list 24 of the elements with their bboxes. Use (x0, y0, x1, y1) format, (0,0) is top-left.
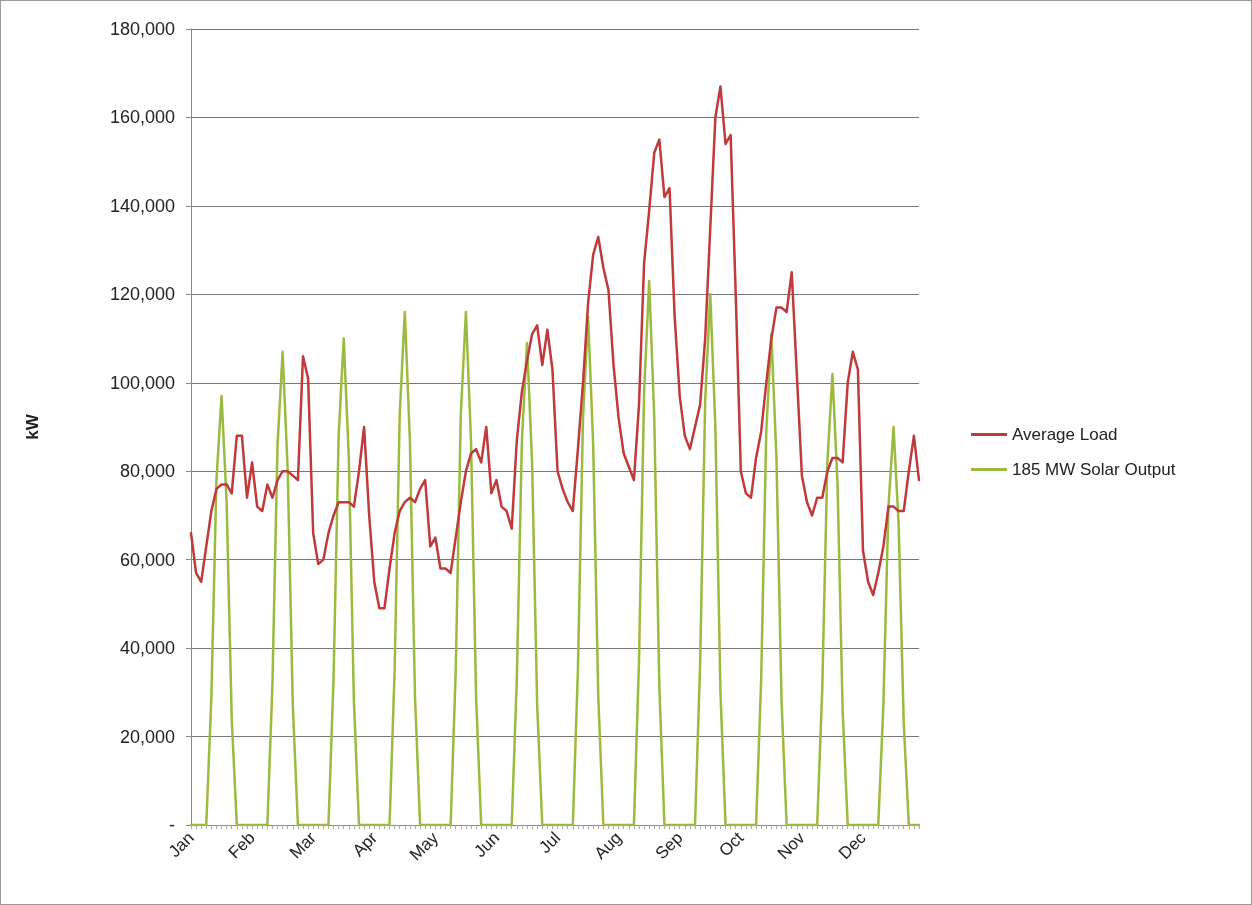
x-tick-label: Dec (834, 827, 871, 864)
y-tick-label: 160,000 (109, 107, 175, 128)
line-series (189, 85, 921, 610)
x-tick-label: Oct (715, 828, 748, 861)
x-tick-label: May (405, 827, 443, 865)
x-tick-label: Nov (773, 827, 809, 864)
x-tick-label: Apr (348, 828, 382, 861)
x-tick-label: Jun (470, 828, 504, 862)
y-tick-label: 80,000 (119, 461, 175, 482)
y-tick-label: 100,000 (109, 372, 175, 393)
x-tick-label: Sep (651, 828, 687, 864)
y-tick-label: 20,000 (119, 726, 175, 747)
legend-label: Average Load (1012, 425, 1118, 444)
x-tick-label: Jul (535, 828, 565, 858)
y-tick-label: 120,000 (109, 284, 175, 305)
x-tick-label: Feb (224, 828, 259, 863)
y-tick-label: 140,000 (109, 195, 175, 216)
y-tick-label: 60,000 (119, 549, 175, 570)
x-tick-label: Mar (285, 828, 321, 863)
y-tick-label: 40,000 (119, 638, 175, 659)
y-tick-label: 180,000 (109, 19, 175, 39)
legend-label: 185 MW Solar Output (1012, 460, 1176, 479)
x-tick-label: Aug (590, 828, 626, 864)
y-axis-title: kW (23, 413, 42, 440)
